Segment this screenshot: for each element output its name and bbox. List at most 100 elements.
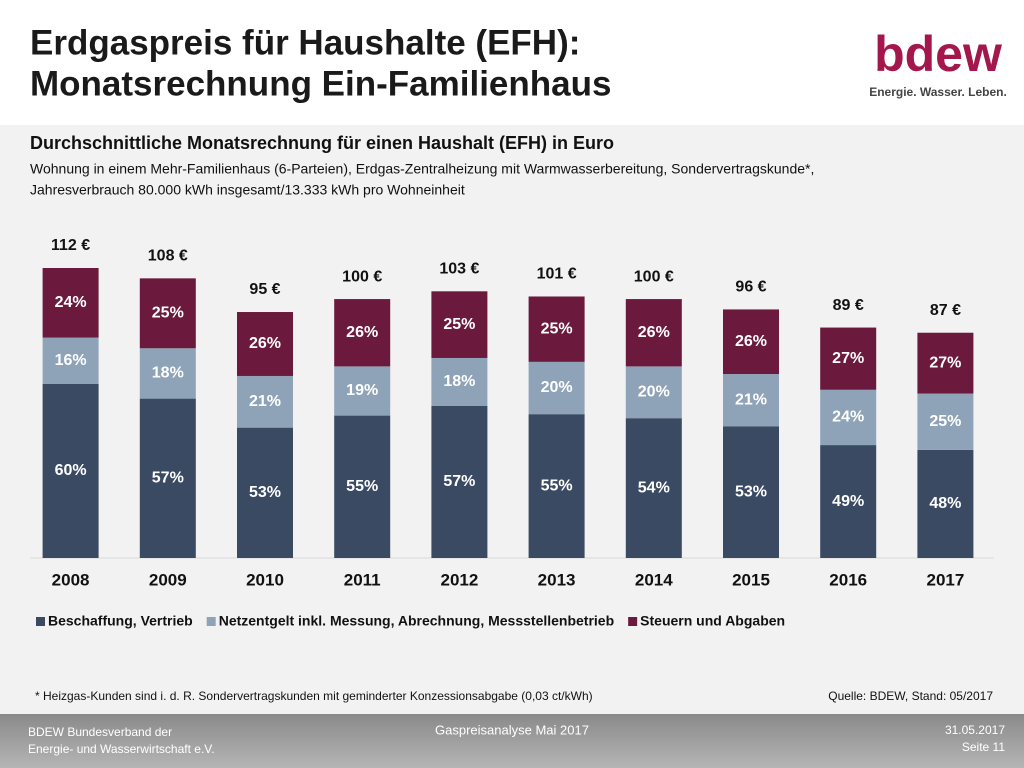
bar-segment: [528, 361, 585, 415]
bar-segment: [334, 299, 391, 367]
bar-segment: [723, 309, 779, 375]
total-label: 103 €: [439, 261, 479, 278]
data-label: 25%: [541, 320, 573, 337]
data-label: 54%: [638, 479, 670, 496]
data-label: 48%: [929, 495, 961, 512]
total-label: 101 €: [537, 266, 577, 283]
data-label: 24%: [832, 409, 864, 426]
total-label: 96 €: [735, 279, 766, 296]
total-label: 87 €: [930, 302, 961, 319]
data-label: 57%: [443, 473, 475, 490]
legend-label: Beschaffung, Vertrieb: [48, 613, 193, 629]
x-tick-label: 2011: [344, 570, 381, 589]
bar-segment: [237, 375, 293, 428]
data-label: 60%: [55, 462, 87, 479]
bar-segment: [723, 426, 779, 558]
bar-segment: [431, 357, 488, 406]
data-label: 55%: [346, 478, 378, 495]
data-label: 55%: [541, 477, 573, 494]
legend-swatch: [206, 617, 216, 626]
chart-subtitle: Wohnung in einem Mehr-Familienhaus (6-Pa…: [30, 161, 814, 177]
data-label: 26%: [346, 324, 378, 341]
x-tick-label: 2008: [52, 570, 90, 589]
bar-segment: [820, 389, 877, 446]
total-label: 100 €: [342, 268, 382, 285]
data-label: 27%: [832, 350, 864, 367]
bar-segment: [237, 427, 293, 558]
chart-title: Durchschnittliche Monatsrechnung für ein…: [30, 133, 614, 153]
legend-label: Steuern und Abgaben: [640, 613, 785, 629]
legend-swatch: [36, 617, 45, 626]
bar-segment: [917, 393, 974, 450]
data-label: 26%: [638, 324, 670, 341]
x-tick-label: 2016: [829, 570, 867, 589]
bar-segment: [625, 418, 682, 558]
data-label: 19%: [346, 382, 378, 399]
bar-segment: [431, 405, 488, 558]
slide-title: Erdgaspreis für Haushalte (EFH):: [30, 23, 580, 62]
bar-segment: [917, 332, 974, 394]
data-label: 18%: [152, 365, 184, 382]
x-tick-label: 2014: [635, 570, 673, 589]
data-label: 25%: [152, 305, 184, 322]
x-tick-label: 2009: [149, 570, 187, 589]
x-tick-label: 2010: [246, 570, 284, 589]
data-label: 26%: [735, 333, 767, 350]
x-tick-label: 2013: [538, 570, 576, 589]
x-tick-label: 2017: [926, 570, 964, 589]
footer-page: Seite 11: [962, 740, 1005, 754]
bar-segment: [334, 415, 391, 558]
bar-segment: [625, 366, 682, 419]
x-tick-label: 2015: [732, 570, 770, 589]
bar-segment: [42, 268, 99, 338]
data-label: 24%: [55, 294, 87, 311]
x-tick-label: 2012: [440, 570, 478, 589]
bar-segment: [431, 291, 488, 358]
slide-title: Monatsrechnung Ein-Familienhaus: [30, 64, 611, 103]
data-label: 20%: [541, 379, 573, 396]
data-label: 16%: [55, 352, 87, 369]
data-label: 27%: [929, 354, 961, 371]
data-label: 18%: [443, 373, 475, 390]
header-bg: [0, 0, 1024, 125]
data-label: 53%: [249, 484, 281, 501]
bar-segment: [528, 414, 585, 558]
logo: bdew: [874, 26, 1002, 82]
logo-tagline: Energie. Wasser. Leben.: [869, 85, 1007, 99]
bar-segment: [334, 366, 391, 416]
footer-date: 31.05.2017: [945, 723, 1005, 737]
footer-bg: [0, 714, 1024, 768]
bar-segment: [820, 445, 877, 558]
footer-left: Energie- und Wasserwirtschaft e.V.: [28, 742, 215, 756]
total-label: 108 €: [148, 248, 188, 265]
data-label: 49%: [832, 493, 864, 510]
footer-center: Gaspreisanalyse Mai 2017: [435, 722, 589, 737]
footer-left: BDEW Bundesverband der: [28, 725, 172, 739]
total-label: 89 €: [833, 297, 864, 314]
data-label: 25%: [929, 413, 961, 430]
bar-segment: [237, 312, 293, 376]
data-label: 26%: [249, 335, 281, 352]
bar-segment: [139, 398, 196, 558]
data-label: 25%: [443, 316, 475, 333]
data-label: 21%: [735, 391, 767, 408]
source: Quelle: BDEW, Stand: 05/2017: [828, 689, 993, 703]
total-label: 95 €: [249, 281, 280, 298]
bar-segment: [42, 384, 99, 558]
bar-segment: [139, 348, 196, 399]
data-label: 53%: [735, 483, 767, 500]
legend-label: Netzentgelt inkl. Messung, Abrechnung, M…: [219, 613, 614, 629]
bar-segment: [139, 278, 196, 349]
bar-segment: [42, 337, 99, 384]
data-label: 57%: [152, 470, 184, 487]
total-label: 112 €: [51, 237, 90, 254]
legend-swatch: [628, 617, 638, 626]
chart-subtitle: Jahresverbrauch 80.000 kWh insgesamt/13.…: [30, 182, 465, 198]
bar-segment: [528, 296, 585, 362]
bar-segment: [820, 327, 877, 390]
data-label: 20%: [638, 384, 670, 401]
bar-segment: [723, 374, 779, 427]
total-label: 100 €: [634, 268, 674, 285]
bar-segment: [917, 449, 974, 558]
